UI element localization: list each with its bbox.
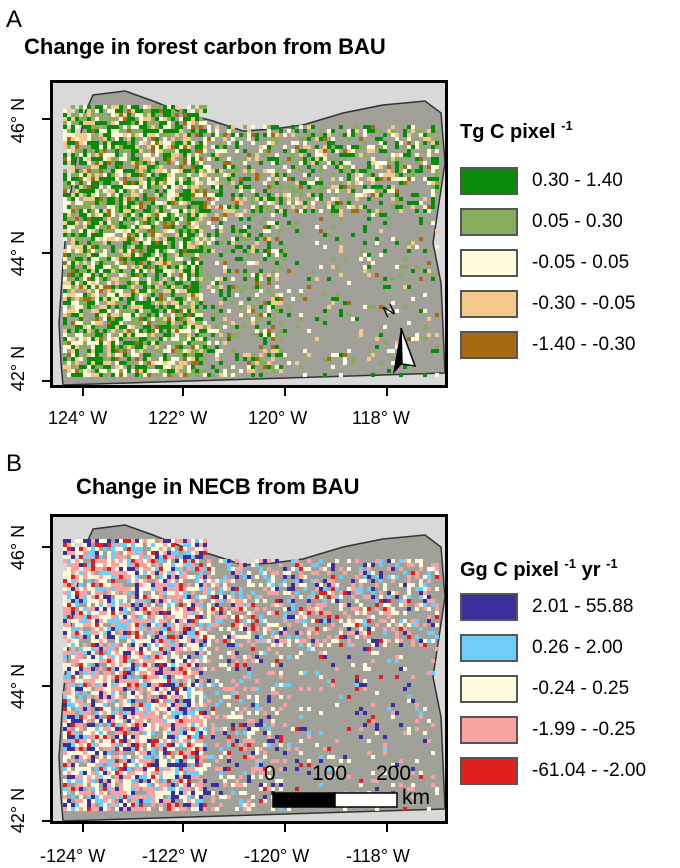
- panel-a-title: Change in forest carbon from BAU: [24, 34, 386, 59]
- north-arrow-right: [400, 327, 417, 367]
- scale-bar: [272, 792, 398, 808]
- panel-a-lon-124: 124° W: [48, 408, 108, 428]
- panel-a-lon-118: 118° W: [352, 408, 410, 428]
- panel-a-lat-46: 46° N: [8, 97, 29, 144]
- panel-b-legend-title: Gg C pixel -1 yr -1: [460, 556, 618, 581]
- panel-a-legend-label: -0.30 - -0.05: [532, 293, 636, 314]
- panel-a-legend-item: -0.05 - 0.05: [460, 246, 629, 280]
- scalebar-tick-200: 200: [376, 762, 412, 785]
- panel-a-lon-122: 122° W: [148, 408, 208, 428]
- panel-b-legend-swatch: [460, 634, 518, 662]
- panel-b-legend-swatch: [460, 757, 518, 785]
- panel-b-legend-label: 2.01 - 55.88: [532, 596, 634, 617]
- panel-b-legend-item: -1.99 - -0.25: [460, 713, 636, 747]
- panel-a-lat-44: 44° N: [8, 230, 29, 277]
- panel-a-legend-item: -1.40 - -0.30: [460, 328, 636, 362]
- panel-b-legend-label: 0.26 - 2.00: [532, 637, 623, 658]
- panel-a-lon-120: 120° W: [248, 408, 308, 428]
- panel-a-letter: A: [6, 6, 23, 33]
- panel-a-legend-item: 0.30 - 1.40: [460, 164, 623, 198]
- scalebar-tick-0: 0: [264, 762, 276, 785]
- panel-a-map: N: [50, 80, 448, 388]
- panel-a-legend-title: Tg C pixel -1: [460, 118, 573, 143]
- panel-a-legend-label: 0.05 - 0.30: [532, 211, 623, 232]
- panel-b-legend-swatch: [460, 593, 518, 621]
- panel-b-legend-swatch: [460, 675, 518, 703]
- panel-b-lat-42: 42° N: [8, 787, 29, 834]
- panel-b-title: Change in NECB from BAU: [76, 474, 360, 499]
- panel-b-legend-item: 2.01 - 55.88: [460, 590, 633, 624]
- panel-a-legend-label: -0.05 - 0.05: [532, 252, 630, 273]
- panel-b-lon-122: -122° W: [142, 846, 208, 866]
- panel-b-legend-swatch: [460, 716, 518, 744]
- panel-a-legend-swatch: [460, 208, 518, 236]
- panel-b-lat-44: 44° N: [8, 663, 29, 710]
- panel-a-legend-swatch: [460, 249, 518, 277]
- panel-a-legend-swatch: [460, 290, 518, 318]
- panel-a-lat-42: 42° N: [8, 345, 29, 392]
- panel-b-map: [50, 514, 448, 824]
- panel-b-lon-120: -120° W: [244, 846, 310, 866]
- panel-a-legend-swatch: [460, 167, 518, 195]
- panel-a-legend-swatch: [460, 331, 518, 359]
- north-arrow-left: [393, 328, 402, 374]
- panel-b-letter: B: [6, 450, 23, 477]
- panel-b-legend-item: 0.26 - 2.00: [460, 631, 623, 665]
- north-arrow: [393, 327, 417, 374]
- panel-a-legend-label: 0.30 - 1.40: [532, 170, 623, 191]
- panel-a-legend-label: -1.40 - -0.30: [532, 334, 636, 355]
- panel-a-legend-item: 0.05 - 0.30: [460, 205, 623, 239]
- panel-b-lat-46: 46° N: [8, 524, 29, 571]
- panel-b-legend-label: -61.04 - -2.00: [532, 760, 647, 781]
- panel-b-legend-label: -1.99 - -0.25: [532, 719, 636, 740]
- panel-b-legend-item: -61.04 - -2.00: [460, 754, 646, 788]
- scalebar-unit: km: [402, 786, 430, 809]
- scalebar-tick-100: 100: [312, 762, 348, 785]
- panel-b-legend-item: -0.24 - 0.25: [460, 672, 629, 706]
- panel-b-lon-124: -124° W: [40, 846, 106, 866]
- panel-b-legend-label: -0.24 - 0.25: [532, 678, 630, 699]
- panel-a-legend-item: -0.30 - -0.05: [460, 287, 636, 321]
- panel-b-lon-118: -118° W: [346, 846, 410, 866]
